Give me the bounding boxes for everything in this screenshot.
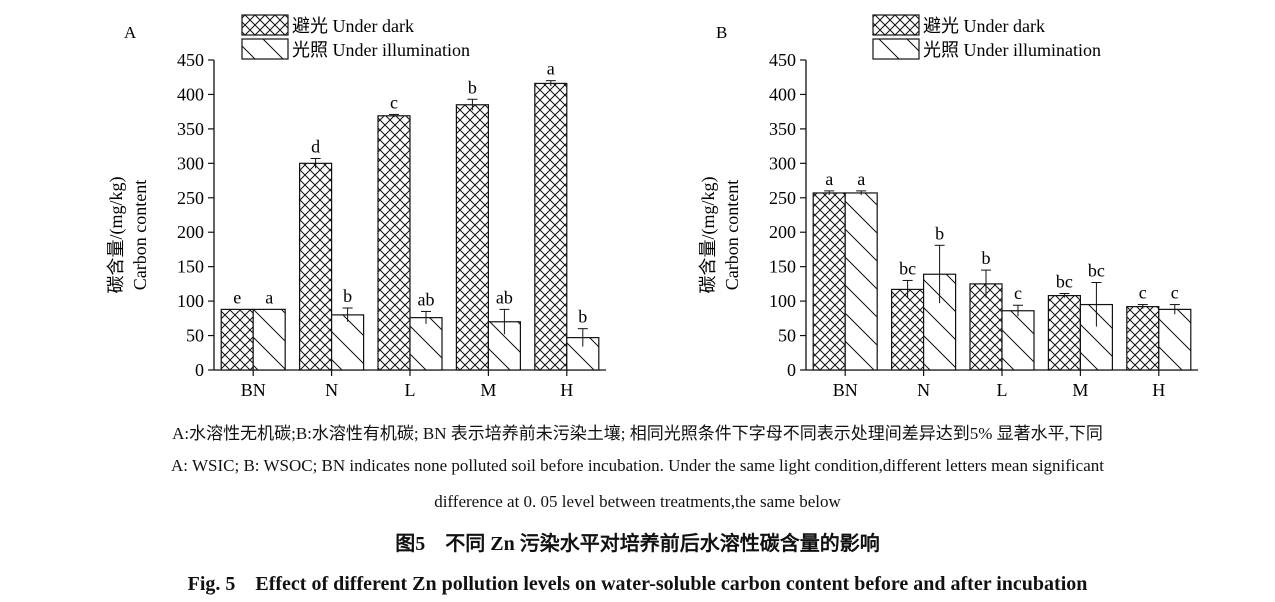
significance-letter: a <box>825 169 833 189</box>
y-tick-label: 350 <box>769 119 796 139</box>
caption-note-en-line1: A: WSIC; B: WSOC; BN indicates none poll… <box>171 456 1104 475</box>
figure-charts: A 避光 Under dark 光照 Under illumination 0 50 10… <box>106 14 1198 400</box>
bar <box>890 288 925 371</box>
significance-letter: bc <box>1088 261 1105 281</box>
y-tick-label: 200 <box>177 222 204 242</box>
panel-label: A <box>124 23 137 42</box>
y-tick-label: 50 <box>186 326 204 346</box>
y-axis-label-cn: 碳含量/(mg/kg) <box>698 177 719 294</box>
panel-b: B 避光 Under dark 光照 Under illumination 0 50 10… <box>698 14 1198 400</box>
significance-letter: b <box>468 77 477 97</box>
bar <box>1158 308 1192 371</box>
x-tick-label: L <box>405 380 416 400</box>
significance-letter: a <box>857 169 865 189</box>
caption-note-cn: A:水溶性无机碳;B:水溶性有机碳; BN 表示培养前未污染土壤; 相同光照条件… <box>172 424 1103 443</box>
y-tick-label: 0 <box>787 360 796 380</box>
y-tick-label: 100 <box>769 291 796 311</box>
significance-letter: c <box>1139 283 1147 303</box>
significance-letter: e <box>233 287 241 307</box>
legend-label-dark: 避光 Under dark <box>292 16 414 36</box>
bar <box>409 317 443 371</box>
y-axis-label-en: Carbon content <box>130 180 150 290</box>
panel-label: B <box>716 23 727 42</box>
bar <box>377 115 411 371</box>
bar <box>534 82 568 371</box>
significance-letter: c <box>1014 283 1022 303</box>
significance-letter: b <box>578 307 587 327</box>
x-tick-label: N <box>917 380 930 400</box>
significance-letter: ab <box>496 287 513 307</box>
x-tick-label: M <box>480 380 496 400</box>
y-tick-label: 300 <box>769 153 796 173</box>
bar <box>455 104 489 371</box>
legend-swatch-dark <box>872 14 920 36</box>
legend-swatch-dark <box>241 14 289 36</box>
bar <box>812 192 846 371</box>
legend-label-light: 光照 Under illumination <box>292 40 470 60</box>
figure-title-en: Fig. 5 Effect of different Zn pollution … <box>187 573 1088 595</box>
significance-letter: b <box>982 248 991 268</box>
significance-letter: c <box>390 92 398 112</box>
y-tick-label: 50 <box>778 326 796 346</box>
bar <box>252 308 286 371</box>
y-tick-label: 450 <box>769 50 796 70</box>
x-tick-label: M <box>1072 380 1088 400</box>
figure-title-cn: 图5 不同 Zn 污染水平对培养前后水溶性碳含量的影响 <box>395 533 880 555</box>
x-tick-label: N <box>325 380 338 400</box>
bar <box>331 314 365 371</box>
caption-note-en-line2: difference at 0. 05 level between treatm… <box>434 492 841 511</box>
y-tick-label: 400 <box>769 84 796 104</box>
y-tick-label: 150 <box>177 257 204 277</box>
x-tick-label: H <box>1152 380 1165 400</box>
significance-letter: a <box>547 59 555 79</box>
legend-swatch-light <box>872 38 920 60</box>
significance-letter: bc <box>899 258 916 278</box>
y-tick-label: 250 <box>769 188 796 208</box>
significance-letter: a <box>265 287 273 307</box>
bar <box>299 162 333 371</box>
panel-a: A 避光 Under dark 光照 Under illumination 0 50 10… <box>106 14 606 400</box>
x-tick-label: BN <box>833 380 858 400</box>
y-tick-label: 0 <box>195 360 204 380</box>
legend-label-dark: 避光 Under dark <box>923 16 1045 36</box>
y-tick-label: 450 <box>177 50 204 70</box>
bar <box>1047 295 1082 371</box>
y-tick-label: 350 <box>177 119 204 139</box>
legend-swatch-light <box>241 38 289 60</box>
y-tick-label: 100 <box>177 291 204 311</box>
significance-letter: bc <box>1056 272 1073 292</box>
x-tick-label: H <box>560 380 573 400</box>
y-tick-label: 400 <box>177 84 204 104</box>
bar <box>1126 306 1160 371</box>
bar <box>220 308 254 371</box>
legend-label-light: 光照 Under illumination <box>923 40 1101 60</box>
y-tick-label: 250 <box>177 188 204 208</box>
x-tick-label: L <box>997 380 1008 400</box>
bar <box>1001 310 1035 371</box>
y-axis-label-en: Carbon content <box>722 180 742 290</box>
significance-letter: d <box>311 137 320 157</box>
significance-letter: ab <box>418 289 435 309</box>
significance-letter: b <box>935 223 944 243</box>
significance-letter: b <box>343 286 352 306</box>
significance-letter: c <box>1171 283 1179 303</box>
y-tick-label: 200 <box>769 222 796 242</box>
x-tick-label: BN <box>241 380 266 400</box>
y-tick-label: 150 <box>769 257 796 277</box>
y-axis-label-cn: 碳含量/(mg/kg) <box>106 177 127 294</box>
bar <box>844 192 878 371</box>
y-tick-label: 300 <box>177 153 204 173</box>
